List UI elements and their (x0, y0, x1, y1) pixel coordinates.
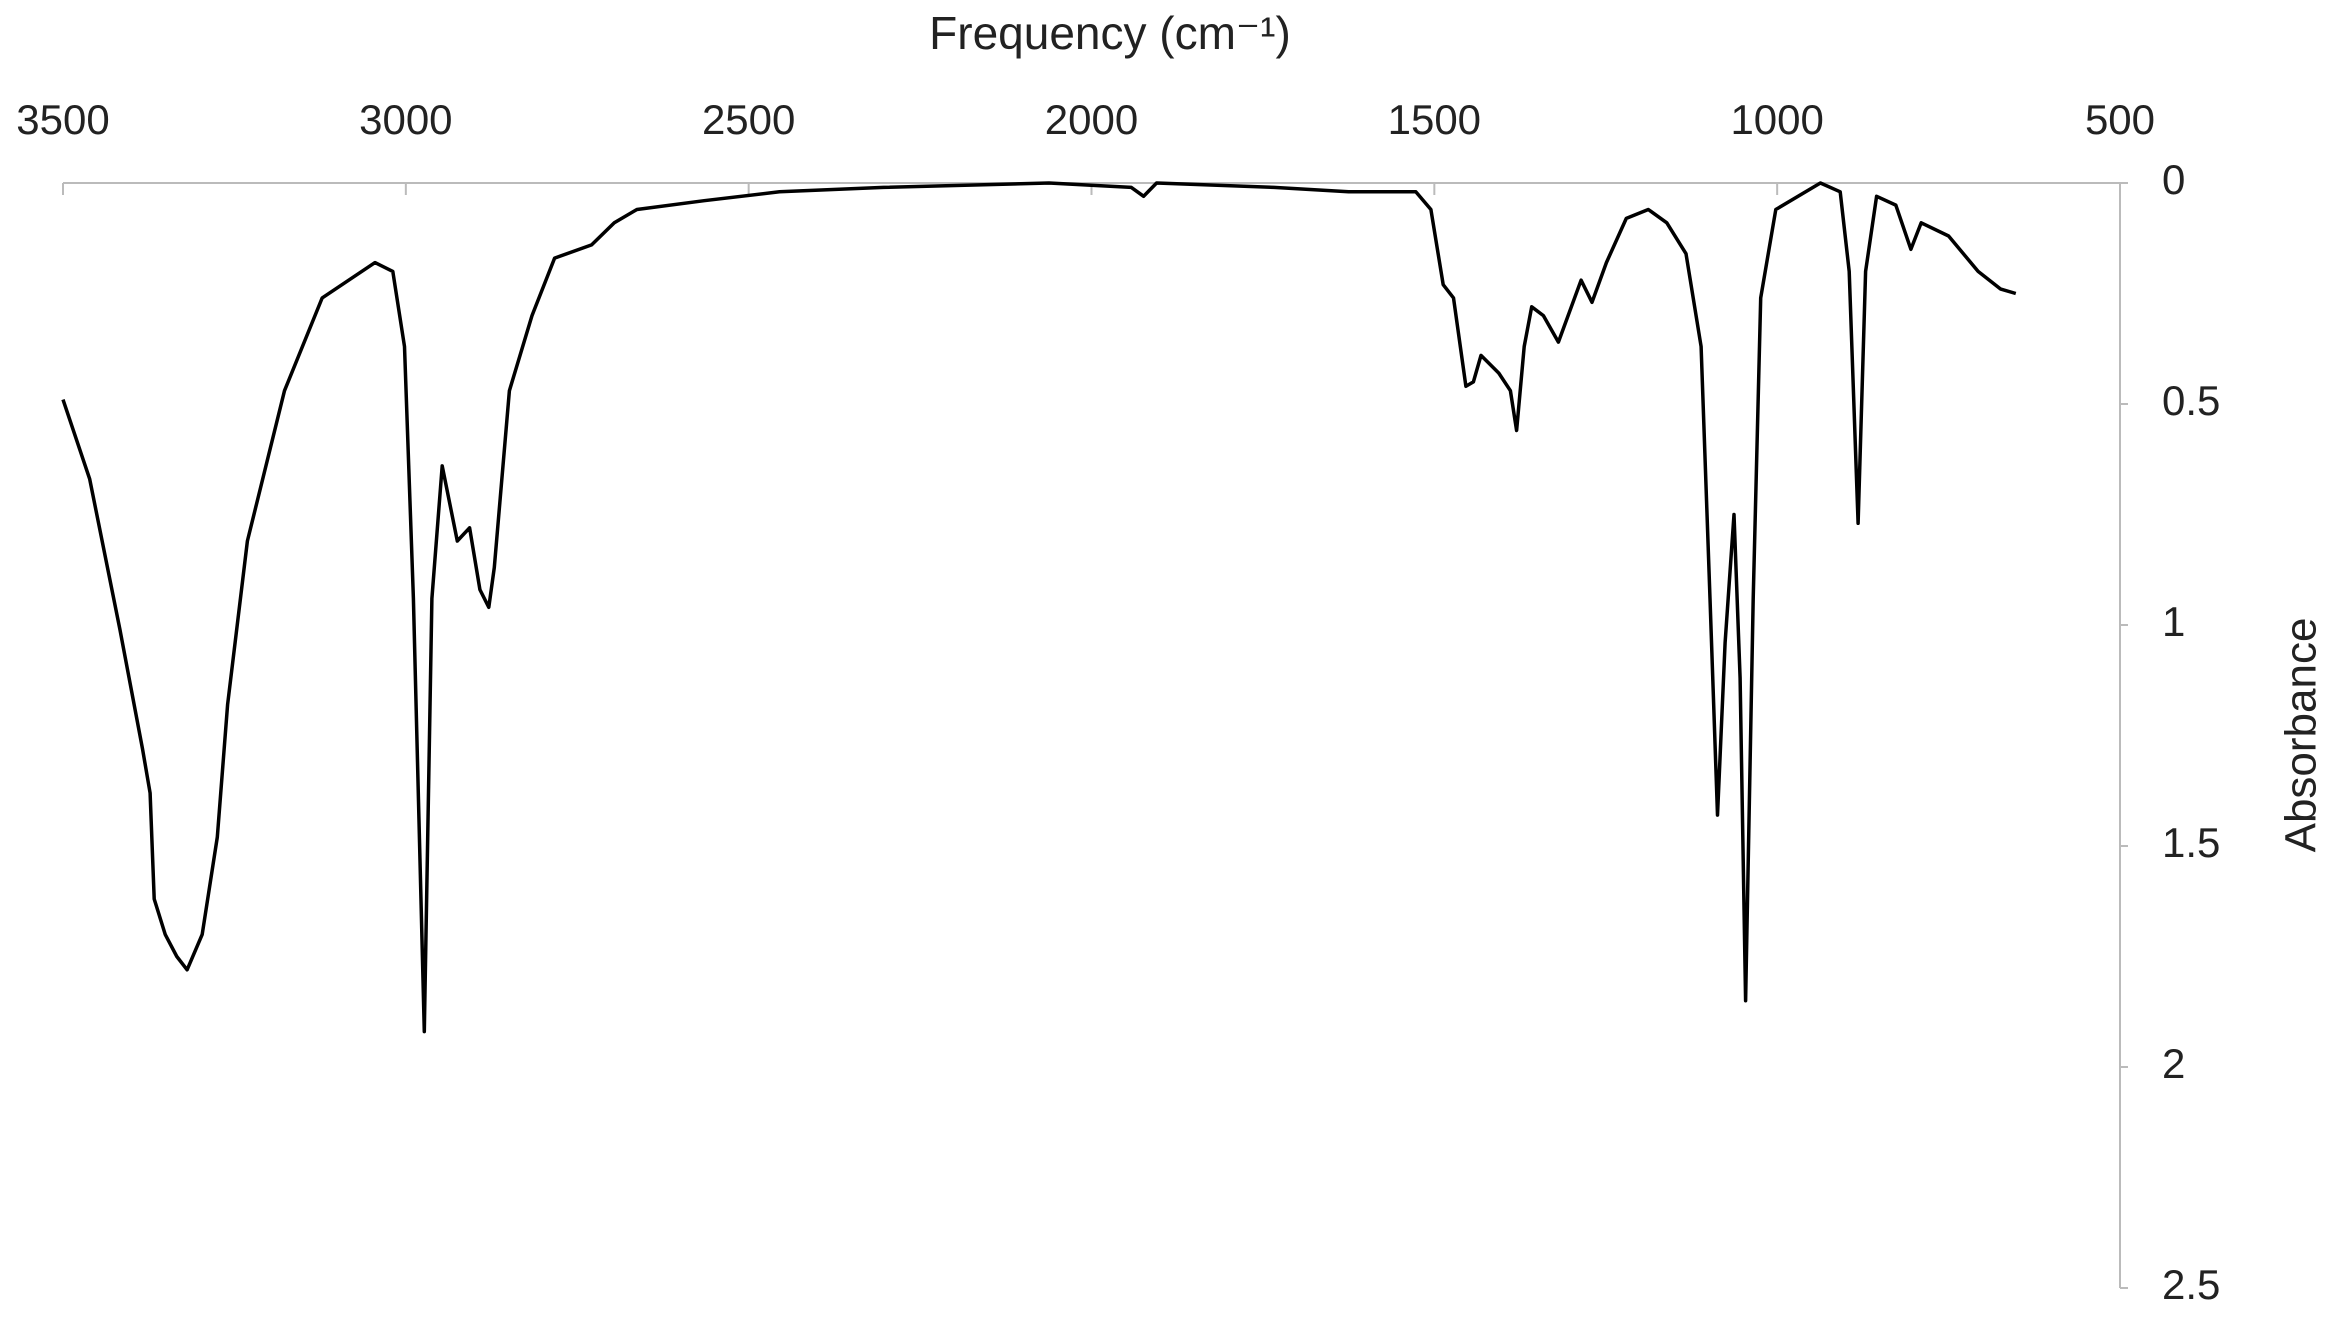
spectrum-line (61, 181, 2017, 1034)
y-tick-label: 1 (2162, 598, 2185, 645)
x-tick-label: 1500 (1388, 96, 1481, 143)
x-tick-label: 2000 (1045, 96, 1138, 143)
y-tick-label: 0 (2162, 156, 2185, 203)
y-tick-label: 2 (2162, 1040, 2185, 1087)
y-tick-label: 0.5 (2162, 377, 2220, 424)
x-tick-label: 3500 (16, 96, 109, 143)
y-axis-label: Absorbance (2277, 618, 2326, 853)
x-axis-label: Frequency (cm⁻¹) (929, 7, 1291, 59)
y-tick-label: 1.5 (2162, 819, 2220, 866)
x-tick-label: 2500 (702, 96, 795, 143)
x-tick-label: 500 (2085, 96, 2155, 143)
y-tick-label: 2.5 (2162, 1261, 2220, 1308)
x-tick-label: 3000 (359, 96, 452, 143)
x-tick-label: 1000 (1730, 96, 1823, 143)
